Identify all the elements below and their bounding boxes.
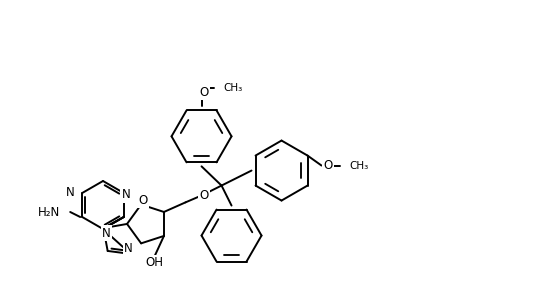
Text: N: N (66, 187, 74, 200)
Text: CH₃: CH₃ (223, 83, 243, 93)
Text: H₂N: H₂N (38, 205, 60, 219)
Text: O: O (138, 194, 148, 207)
Text: N: N (102, 226, 111, 239)
Text: CH₃: CH₃ (350, 161, 369, 171)
Text: O: O (199, 86, 208, 99)
Text: N: N (122, 188, 130, 201)
Text: OH: OH (145, 256, 164, 269)
Text: O: O (323, 159, 333, 172)
Text: O: O (200, 189, 209, 202)
Text: N: N (124, 243, 133, 255)
